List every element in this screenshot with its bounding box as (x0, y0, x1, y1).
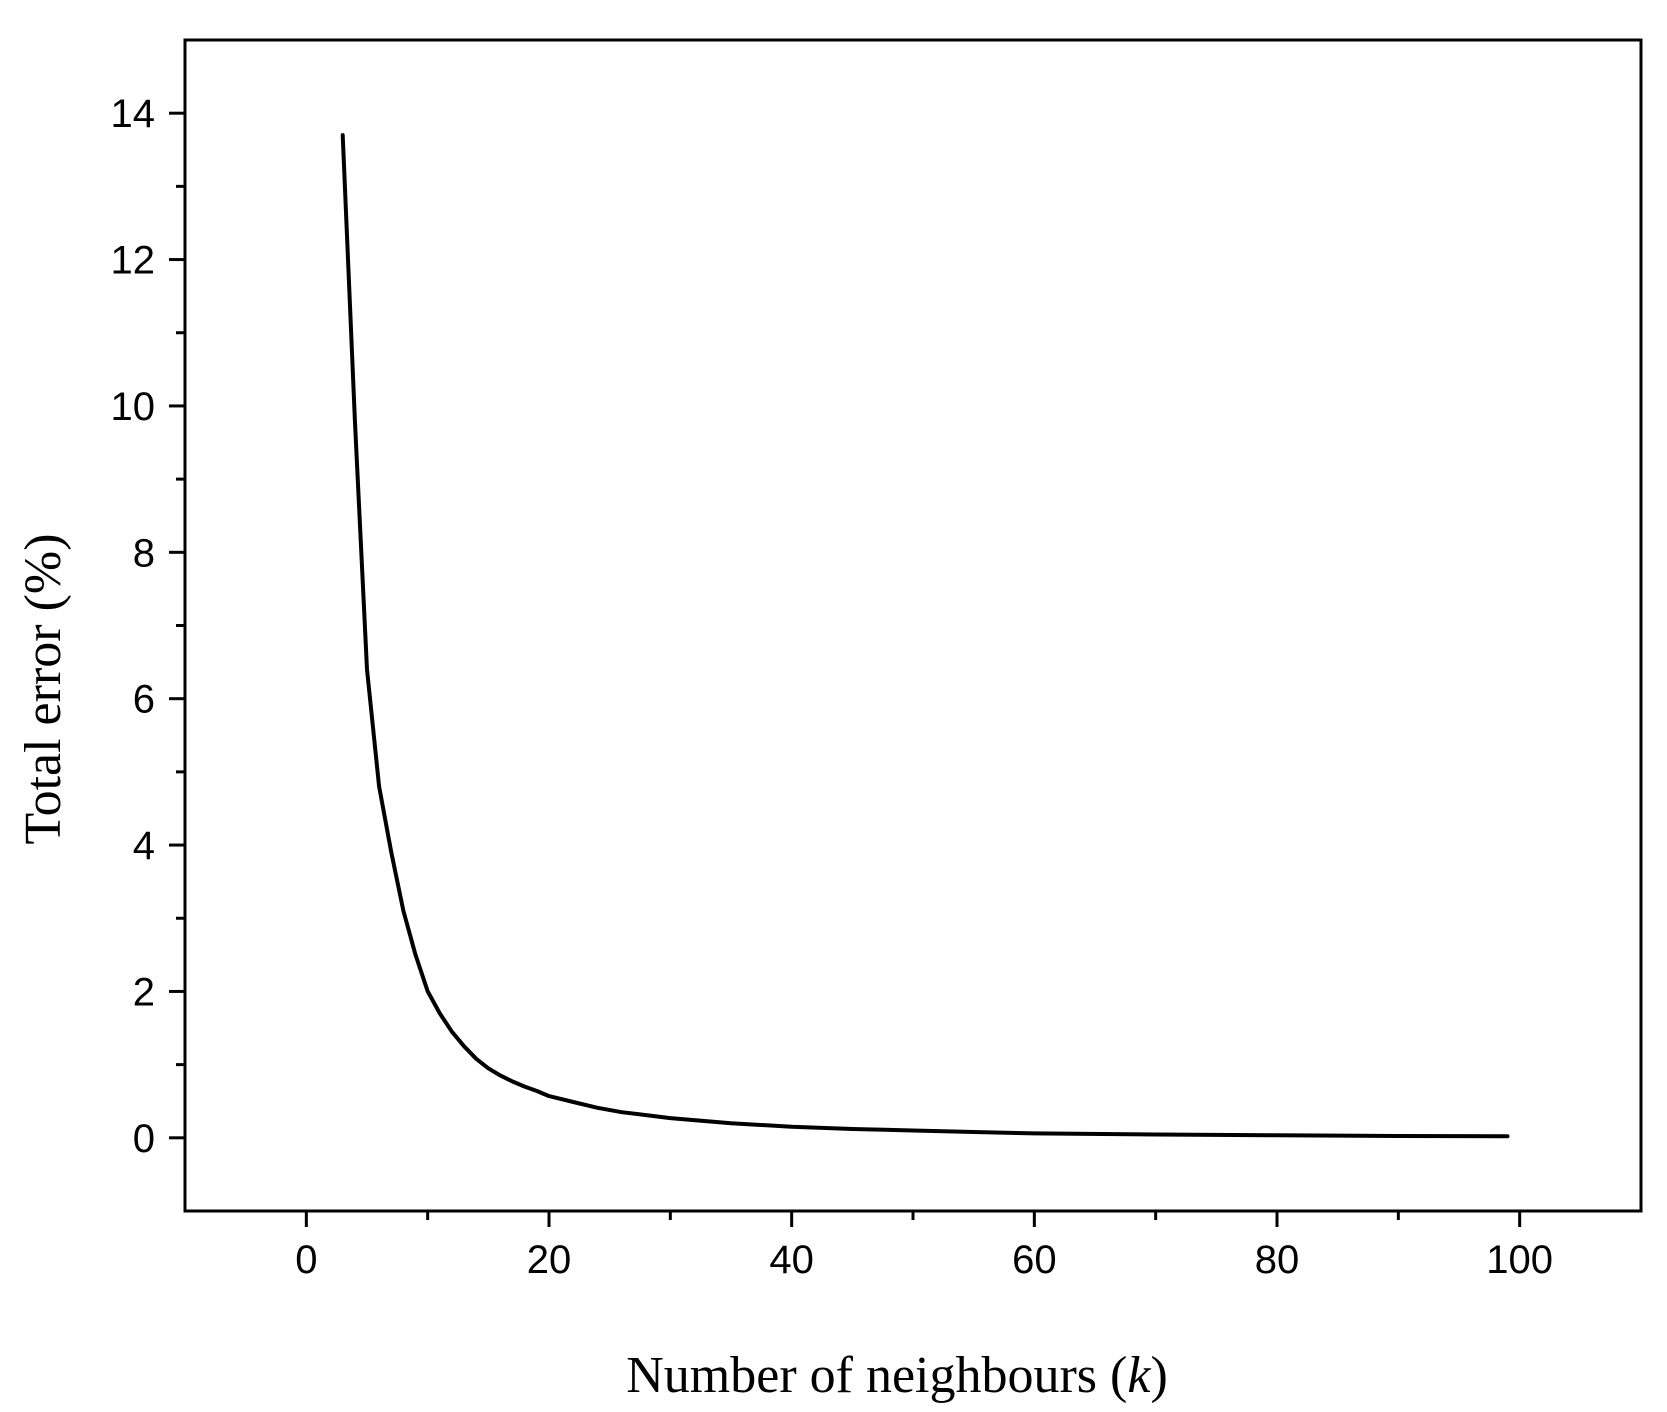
y-axis-tick-labels: 0 2 4 6 8 10 12 14 (111, 92, 156, 1161)
data-point (389, 850, 393, 854)
y-tick-label: 2 (133, 970, 155, 1014)
y-tick-label: 6 (133, 678, 155, 722)
x-tick-label: 80 (1255, 1238, 1300, 1282)
data-point (498, 1074, 502, 1078)
series-layer (340, 133, 1510, 1139)
y-tick-label: 8 (133, 531, 155, 575)
data-point (911, 1128, 915, 1132)
x-axis-title-variable: k (1127, 1347, 1151, 1404)
data-point (341, 133, 345, 137)
data-point (474, 1057, 478, 1061)
x-tick-label: 0 (295, 1238, 317, 1282)
data-point (1506, 1134, 1510, 1138)
data-point (426, 989, 430, 993)
data-point (547, 1094, 551, 1098)
x-axis-title: Number of neighbours (k) (626, 1347, 1168, 1404)
x-tick-label: 100 (1486, 1238, 1553, 1282)
data-point (401, 909, 405, 913)
y-tick-label: 12 (111, 239, 156, 283)
data-point (1396, 1134, 1400, 1138)
data-point (535, 1089, 539, 1093)
data-point (523, 1085, 527, 1089)
data-point (450, 1030, 454, 1034)
data-point (850, 1127, 854, 1131)
data-point (668, 1116, 672, 1120)
data-point (571, 1100, 575, 1104)
y-axis-ticks (169, 111, 185, 1140)
data-point (790, 1125, 794, 1129)
data-point (1032, 1131, 1036, 1135)
data-point (377, 785, 381, 789)
series-line (340, 133, 1510, 1139)
data-point (1275, 1133, 1279, 1137)
x-axis-title-suffix: ) (1150, 1347, 1167, 1404)
data-point (414, 953, 418, 957)
x-axis-tick-labels: 0 20 40 60 80 100 (295, 1238, 1553, 1282)
x-tick-label: 20 (527, 1238, 572, 1282)
data-point (511, 1079, 515, 1083)
x-axis-ticks (304, 1211, 1522, 1227)
x-axis-title-prefix: Number of neighbours ( (626, 1347, 1127, 1404)
data-point (596, 1106, 600, 1110)
data-point (486, 1066, 490, 1070)
y-tick-label: 10 (111, 385, 156, 429)
y-tick-label: 0 (133, 1117, 155, 1161)
y-tick-label: 4 (133, 824, 155, 868)
data-point (972, 1130, 976, 1134)
data-point (438, 1011, 442, 1015)
x-tick-label: 40 (769, 1238, 814, 1282)
x-tick-label: 60 (1012, 1238, 1057, 1282)
y-axis-title: Total error (%) (15, 533, 72, 844)
data-point (462, 1044, 466, 1048)
data-point (644, 1113, 648, 1117)
data-point (365, 667, 369, 671)
data-point (620, 1110, 624, 1114)
data-point (353, 419, 357, 423)
data-point (729, 1121, 733, 1125)
data-point (1154, 1133, 1158, 1137)
y-tick-label: 14 (111, 92, 156, 136)
